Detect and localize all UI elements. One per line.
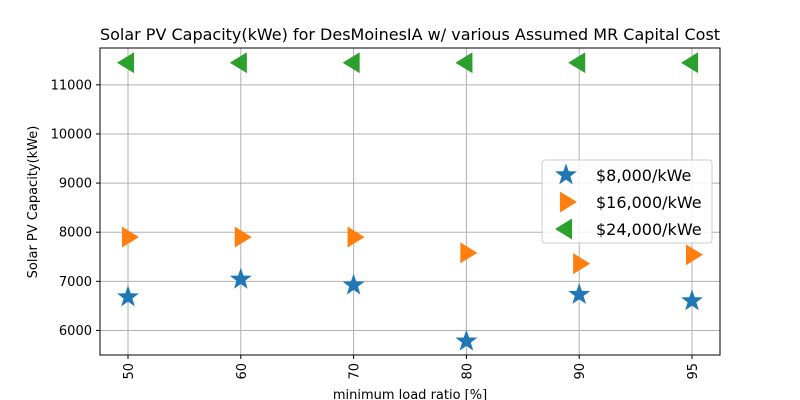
legend-label: $16,000/kWe xyxy=(596,193,702,212)
point-triangle-left-70 xyxy=(342,52,360,74)
y-tick-label: 11000 xyxy=(51,78,92,93)
point-triangle-left-50 xyxy=(117,52,135,74)
x-tick-label: 80 xyxy=(460,363,475,380)
legend: $8,000/kWe $16,000/kWe $24,000/kWe xyxy=(541,159,713,244)
point-triangle-left-60 xyxy=(229,52,247,74)
y-axis-label: Solar PV Capacity(kWe) xyxy=(26,126,41,279)
plot-frame xyxy=(99,47,721,356)
point-star-70 xyxy=(342,273,365,295)
point-triangle-right-80 xyxy=(460,242,478,264)
x-tick-label: 60 xyxy=(235,363,250,380)
y-tick-label: 9000 xyxy=(59,177,92,192)
x-axis-label: minimum load ratio [%] xyxy=(333,388,487,400)
y-axis-ticks: 6000 7000 8000 9000 10000 11000 xyxy=(51,78,100,339)
x-axis-ticks: 50 60 70 80 90 95 xyxy=(122,355,701,380)
point-triangle-right-95 xyxy=(685,244,703,266)
x-tick-label: 90 xyxy=(573,363,588,380)
chart-title: Solar PV Capacity(kWe) for DesMoinesIA w… xyxy=(100,25,720,44)
point-triangle-right-50 xyxy=(121,226,139,248)
legend-marker-star xyxy=(555,163,577,185)
legend-label: $8,000/kWe xyxy=(596,166,691,185)
point-star-95 xyxy=(681,289,703,311)
point-triangle-left-90 xyxy=(568,52,586,74)
point-star-50 xyxy=(117,285,139,307)
data-points xyxy=(117,52,703,351)
y-tick-label: 8000 xyxy=(59,226,92,241)
y-tick-label: 6000 xyxy=(59,324,92,339)
point-triangle-right-70 xyxy=(347,226,365,248)
point-triangle-right-90 xyxy=(573,253,591,275)
x-tick-label: 95 xyxy=(686,363,701,380)
legend-frame xyxy=(541,159,713,244)
legend-marker-triangle-right xyxy=(559,191,577,213)
point-triangle-left-95 xyxy=(681,52,699,74)
point-triangle-left-80 xyxy=(455,52,473,74)
point-star-80 xyxy=(455,329,478,351)
x-tick-label: 70 xyxy=(348,363,363,380)
x-tick-label: 50 xyxy=(122,363,137,380)
point-star-90 xyxy=(568,283,591,304)
y-tick-label: 7000 xyxy=(59,275,92,290)
y-tick-label: 10000 xyxy=(51,127,92,142)
point-star-60 xyxy=(229,267,252,289)
legend-label: $24,000/kWe xyxy=(596,220,702,239)
point-triangle-right-60 xyxy=(234,226,252,248)
legend-marker-triangle-left xyxy=(555,218,573,240)
